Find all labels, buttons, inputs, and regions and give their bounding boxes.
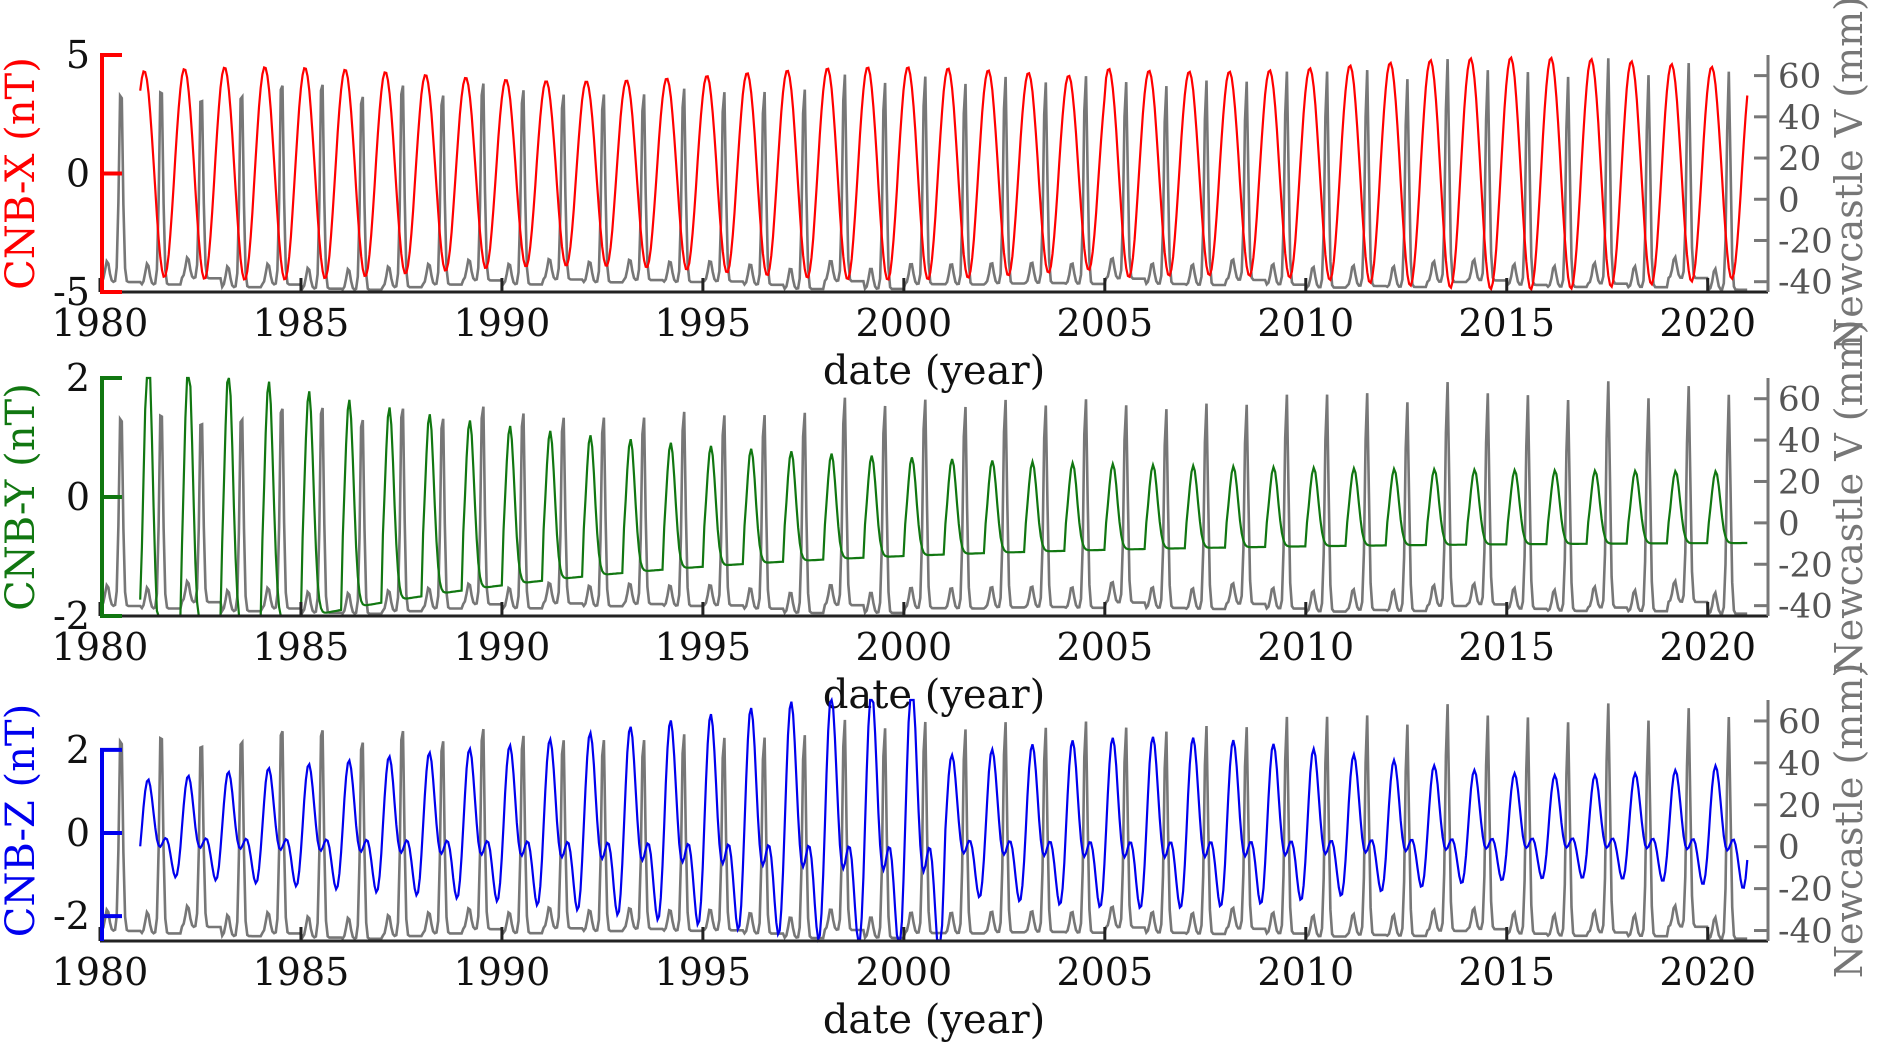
x-tick-label: 2000 xyxy=(855,625,952,669)
y2-tick-label: -20 xyxy=(1778,221,1833,261)
x-tick-label: 1995 xyxy=(655,950,752,994)
x-axis-label: date (year) xyxy=(823,672,1045,718)
panel-x: 1980 1985 1990 1995 2000 2005 2010 2015 2020 -5 0 5… xyxy=(0,0,1871,394)
newcastle-line xyxy=(99,381,1748,617)
x-tick-label: 2005 xyxy=(1056,950,1153,994)
cnb-z-series-line xyxy=(139,696,1749,944)
x-tick-label: 1995 xyxy=(655,625,752,669)
y2-tick-label: 40 xyxy=(1778,421,1821,461)
y2-tick-label: 20 xyxy=(1778,786,1821,826)
newcastle-series-line xyxy=(99,381,1748,617)
x-tick-label: 2010 xyxy=(1257,950,1354,994)
y-axis-label: CNB-X (nT) xyxy=(0,57,44,290)
cnb-x-series-line xyxy=(139,55,1749,292)
newcastle-line xyxy=(99,703,1748,942)
x-tick-label: 2005 xyxy=(1056,301,1153,345)
newcastle-series-line xyxy=(99,703,1748,942)
x-tick-label: 2020 xyxy=(1659,301,1756,345)
y2-tick-label: 0 xyxy=(1778,828,1800,868)
y2-tick-label: 40 xyxy=(1778,744,1821,784)
x-axis-label: date (year) xyxy=(823,997,1045,1043)
panel-y: 1980 1985 1990 1995 2000 2005 2010 2015 2020-202… xyxy=(0,320,1871,718)
panel-y-axes: 1980 1985 1990 1995 2000 2005 2010 2015 2020-202… xyxy=(52,356,1833,669)
x-tick-label: 2015 xyxy=(1458,625,1555,669)
panel-z-axes: 1980 1985 1990 1995 2000 2005 2010 2015 2020-202… xyxy=(52,700,1833,994)
x-tick-label: 2010 xyxy=(1257,301,1354,345)
x-tick-label: 1980 xyxy=(52,301,149,345)
y2-tick-label: -40 xyxy=(1778,912,1833,952)
panel-x-axes: 1980 1985 1990 1995 2000 2005 2010 2015 2020 -5 0 5… xyxy=(52,33,1833,345)
y-tick-label: 2 xyxy=(66,728,90,772)
y2-tick-label: 20 xyxy=(1778,139,1821,179)
x-tick-label: 2005 xyxy=(1056,625,1153,669)
x-tick-label: 1985 xyxy=(253,301,350,345)
cnb-x-line xyxy=(139,55,1749,292)
y2-tick-label: -40 xyxy=(1778,263,1833,303)
y2-tick-label: -40 xyxy=(1778,587,1833,627)
y-tick-label: 0 xyxy=(66,811,90,855)
y2-axis-label: Newcastle (mm) xyxy=(1827,663,1871,978)
y2-tick-label: 20 xyxy=(1778,462,1821,502)
y2-tick-label: -20 xyxy=(1778,545,1833,585)
y-tick-label: 0 xyxy=(66,475,90,519)
y2-tick-label: 60 xyxy=(1778,702,1821,742)
y-tick-label: -2 xyxy=(53,594,90,638)
y-tick-label: -2 xyxy=(53,894,90,938)
y-axis-label: CNB-Y (nT) xyxy=(0,383,44,611)
cnb-y-series-line xyxy=(139,376,1748,618)
x-tick-label: 2010 xyxy=(1257,625,1354,669)
x-tick-label: 2015 xyxy=(1458,950,1555,994)
x-tick-label: 2000 xyxy=(855,301,952,345)
y2-tick-label: 60 xyxy=(1778,57,1821,97)
newcastle-series-line xyxy=(99,58,1748,293)
y-tick-label: 0 xyxy=(66,152,90,196)
x-tick-label: 2015 xyxy=(1458,301,1555,345)
x-tick-label: 1995 xyxy=(655,301,752,345)
x-tick-label: 2020 xyxy=(1659,625,1756,669)
x-tick-label: 2020 xyxy=(1659,950,1756,994)
x-axis-label: date (year) xyxy=(823,348,1045,394)
x-tick-label: 1990 xyxy=(454,950,551,994)
newcastle-line xyxy=(99,58,1748,293)
x-tick-label: 1990 xyxy=(454,625,551,669)
x-tick-label: 1990 xyxy=(454,301,551,345)
x-tick-label: 1980 xyxy=(52,625,149,669)
x-tick-label: 1985 xyxy=(253,625,350,669)
y2-axis-label: Newcastle V (mm) xyxy=(1827,0,1871,351)
y2-tick-label: 40 xyxy=(1778,98,1821,138)
y-tick-label: -5 xyxy=(53,270,90,314)
y2-tick-label: -20 xyxy=(1778,870,1833,910)
y2-axis-label: Newcastle V (mm) xyxy=(1827,320,1871,675)
y-tick-label: 5 xyxy=(66,33,90,77)
panel-z: 1980 1985 1990 1995 2000 2005 2010 2015 2020-202… xyxy=(0,663,1871,1043)
y-axis-label: CNB-Z (nT) xyxy=(0,704,44,937)
y2-tick-label: 0 xyxy=(1778,504,1800,544)
x-tick-label: 1980 xyxy=(52,950,149,994)
y-tick-label: 2 xyxy=(66,356,90,400)
y2-tick-label: 60 xyxy=(1778,380,1821,420)
y2-tick-label: 0 xyxy=(1778,180,1800,220)
cnb-z-line xyxy=(139,696,1749,944)
x-tick-label: 2000 xyxy=(855,950,952,994)
x-tick-label: 1985 xyxy=(253,950,350,994)
cnb-y-line xyxy=(139,376,1748,618)
